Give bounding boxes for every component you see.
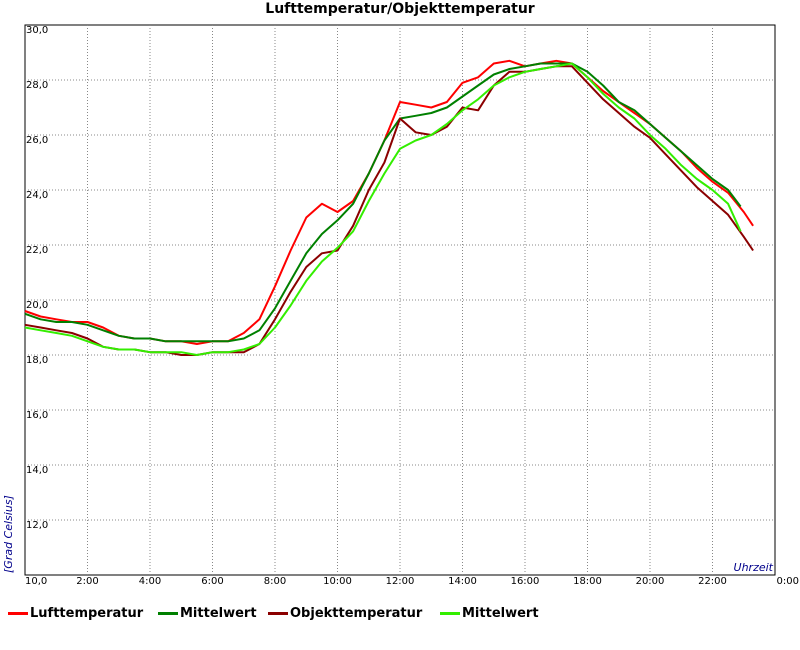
- legend-item: Mittelwert: [440, 606, 539, 621]
- x-tick-label: 22:00: [698, 576, 727, 587]
- x-tick-label: 14:00: [448, 576, 477, 587]
- x-tick-label: 2:00: [76, 576, 98, 587]
- y-tick-label: 30,0: [26, 25, 48, 36]
- y-tick-label: 28,0: [26, 80, 48, 91]
- y-tick-label: 24,0: [26, 190, 48, 201]
- series-layer: [24, 59, 754, 356]
- legend-swatch: [8, 612, 28, 615]
- x-tick-label: 16:00: [511, 576, 540, 587]
- x-tick-label: 20:00: [636, 576, 665, 587]
- y-tick-label: 26,0: [26, 135, 48, 146]
- x-tick-label: 18:00: [573, 576, 602, 587]
- legend-label: Objekttemperatur: [290, 606, 423, 621]
- legend-label: Mittelwert: [462, 606, 539, 621]
- legend-item: Lufttemperatur: [8, 606, 143, 621]
- x-tick-label: 0:00: [777, 576, 799, 587]
- y-tick-label: 14,0: [26, 465, 48, 476]
- series-line-3: [24, 62, 742, 356]
- legend-label: Mittelwert: [180, 606, 257, 621]
- x-tick-label: 12:00: [386, 576, 415, 587]
- legend-item: Mittelwert: [158, 606, 257, 621]
- y-tick-label: 12,0: [26, 520, 48, 531]
- y-tick-label: 10,0: [25, 576, 47, 587]
- legend-swatch: [268, 612, 288, 615]
- chart-title: Lufttemperatur/Objekttemperatur: [265, 1, 535, 17]
- x-tick-label: 4:00: [139, 576, 161, 587]
- legend-label: Lufttemperatur: [30, 606, 144, 621]
- legend-swatch: [440, 612, 460, 615]
- y-tick-label: 20,0: [26, 300, 48, 311]
- legend-item: Objekttemperatur: [268, 606, 422, 621]
- y-tick-label: 18,0: [26, 355, 48, 366]
- legend-swatch: [158, 612, 178, 615]
- x-tick-label: 10:00: [323, 576, 352, 587]
- y-axis-label: [Grad Celsius]: [2, 495, 15, 573]
- grid: [25, 25, 775, 575]
- legend: Lufttemperatur Mittelwert Objekttemperatur…: [0, 606, 800, 630]
- y-tick-label: 22,0: [26, 245, 48, 256]
- series-line-1: [24, 62, 742, 343]
- y-axis-ticks: 12,0 14,0 16,0 18,0 20,0 22,0 24,0 26,0 28,0 30,0…: [25, 25, 48, 587]
- x-tick-label: 8:00: [264, 576, 286, 587]
- x-axis-ticks: 0:00 2:00 4:00 6:00 8:00 10:00 12:00 14:00 16:00…: [76, 576, 799, 587]
- x-tick-label: 6:00: [201, 576, 223, 587]
- y-tick-label: 16,0: [26, 410, 48, 421]
- x-axis-label: Uhrzeit: [734, 561, 774, 574]
